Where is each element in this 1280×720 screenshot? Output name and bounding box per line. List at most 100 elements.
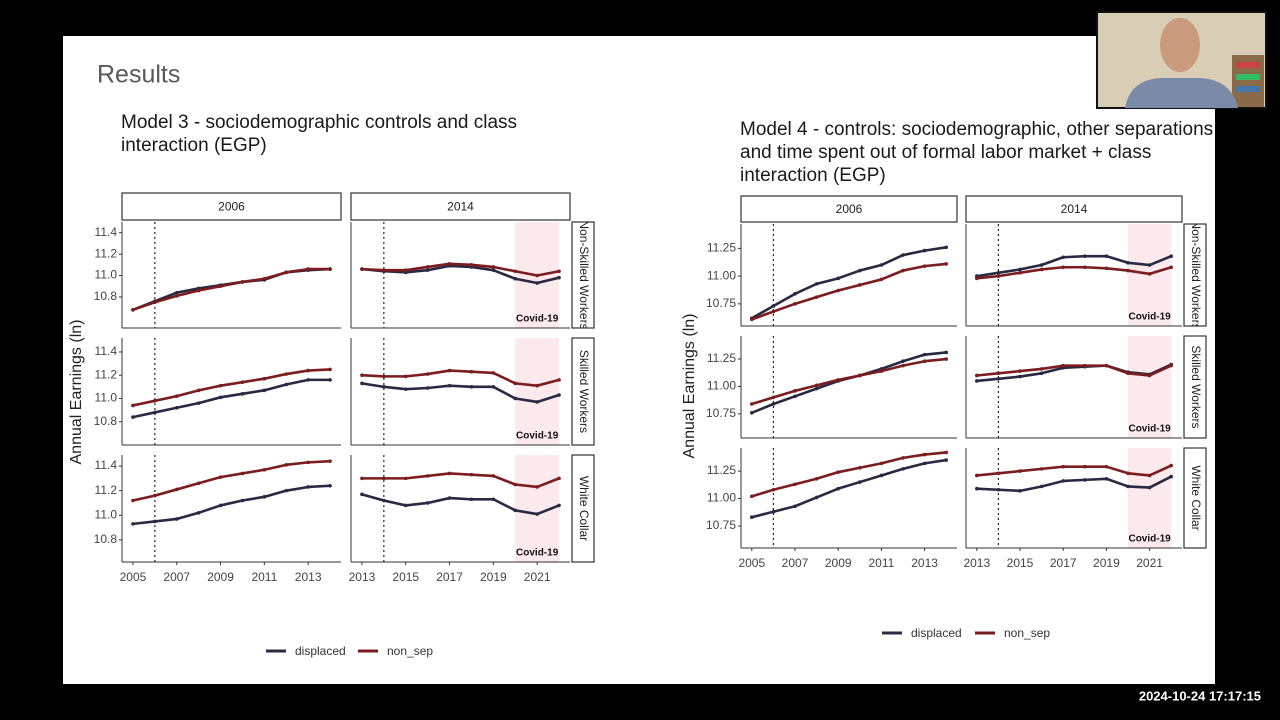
point	[1147, 263, 1152, 267]
point	[328, 483, 332, 488]
point	[382, 476, 386, 481]
point	[153, 493, 157, 498]
point	[1104, 464, 1109, 469]
point	[535, 281, 539, 285]
facet-label: Non-Skilled Workers	[1189, 220, 1203, 329]
point	[1169, 363, 1173, 368]
point	[218, 284, 223, 289]
point	[814, 495, 819, 500]
point	[425, 474, 430, 478]
point	[944, 357, 948, 361]
y-tick-label: 10.75	[706, 296, 736, 310]
facet-strip	[965, 195, 1183, 223]
x-tick-label: 2005	[120, 570, 147, 584]
point	[284, 488, 289, 493]
point	[750, 494, 754, 499]
point	[447, 383, 452, 388]
point	[1083, 363, 1087, 368]
point	[557, 503, 561, 508]
point	[557, 378, 561, 382]
y-tick-label: 11.0	[95, 507, 118, 521]
point	[750, 402, 754, 406]
x-tick-label: 2017	[1050, 556, 1077, 570]
y-tick-label: 11.0	[95, 391, 118, 405]
point	[1104, 254, 1109, 258]
point	[513, 508, 518, 513]
point	[1039, 371, 1044, 376]
point	[922, 452, 927, 457]
series-line	[361, 493, 560, 516]
point	[750, 410, 754, 415]
chart-title: Model 4 - controls: sociodemographic, ot…	[740, 119, 1214, 186]
point	[1126, 268, 1130, 273]
x-tick-label: 2011	[251, 570, 277, 584]
y-tick-label: 11.4	[95, 458, 118, 472]
facet-label: White Collar	[1189, 465, 1203, 530]
series-line	[976, 254, 1172, 278]
point	[306, 368, 310, 373]
point	[425, 501, 430, 505]
annotation: Covid-19	[1128, 312, 1171, 323]
facet-strip	[1183, 223, 1207, 327]
facet-strip	[350, 192, 571, 221]
point	[360, 381, 364, 386]
point	[131, 307, 135, 312]
annotation: Covid-19	[516, 314, 559, 325]
point	[1018, 469, 1022, 473]
facet-label: Skilled Workers	[577, 350, 591, 433]
point	[996, 274, 1001, 278]
point	[1147, 373, 1152, 378]
series-line	[361, 262, 560, 277]
point	[403, 503, 408, 508]
point	[131, 403, 135, 408]
point	[996, 270, 1001, 275]
point	[240, 392, 245, 396]
series-line	[751, 458, 947, 519]
point	[814, 383, 819, 388]
x-tick-label: 2015	[392, 570, 419, 584]
timestamp: 2024-10-24 17:17:15	[1139, 688, 1261, 703]
y-tick-label: 11.25	[707, 463, 736, 477]
series-line	[132, 267, 331, 312]
point	[1169, 265, 1173, 270]
point	[382, 268, 386, 272]
annotation: Covid-19	[516, 548, 559, 559]
point	[858, 268, 862, 273]
point	[360, 267, 364, 271]
point	[425, 268, 430, 272]
point	[382, 498, 386, 503]
point	[240, 471, 245, 476]
facet-label-group: Non-Skilled Workers	[577, 222, 591, 328]
facet-strip	[571, 454, 595, 563]
point	[750, 515, 754, 520]
point	[218, 475, 223, 479]
point	[836, 276, 840, 281]
point	[771, 309, 776, 314]
facet-label-group: White Collar	[577, 476, 591, 541]
point	[1061, 464, 1065, 469]
point	[1126, 484, 1130, 489]
point	[1126, 261, 1130, 265]
series-line	[132, 459, 331, 502]
point	[975, 379, 979, 383]
point	[901, 359, 905, 364]
point	[491, 265, 496, 269]
series-line	[751, 245, 947, 320]
facet-label: 2006	[218, 200, 245, 214]
point	[793, 504, 797, 509]
series-line	[976, 464, 1172, 477]
legend-label: displaced	[295, 644, 346, 658]
point	[1104, 266, 1109, 271]
point	[328, 378, 332, 382]
facet-label-group: Non-Skilled Workers	[1189, 220, 1203, 329]
point	[814, 476, 819, 481]
point	[975, 276, 979, 281]
point	[814, 295, 819, 299]
point	[131, 415, 135, 419]
series-line	[361, 472, 560, 489]
point	[447, 496, 452, 500]
series-line	[132, 378, 331, 419]
covid-shade	[1128, 448, 1172, 548]
legend-label: displaced	[911, 626, 962, 640]
